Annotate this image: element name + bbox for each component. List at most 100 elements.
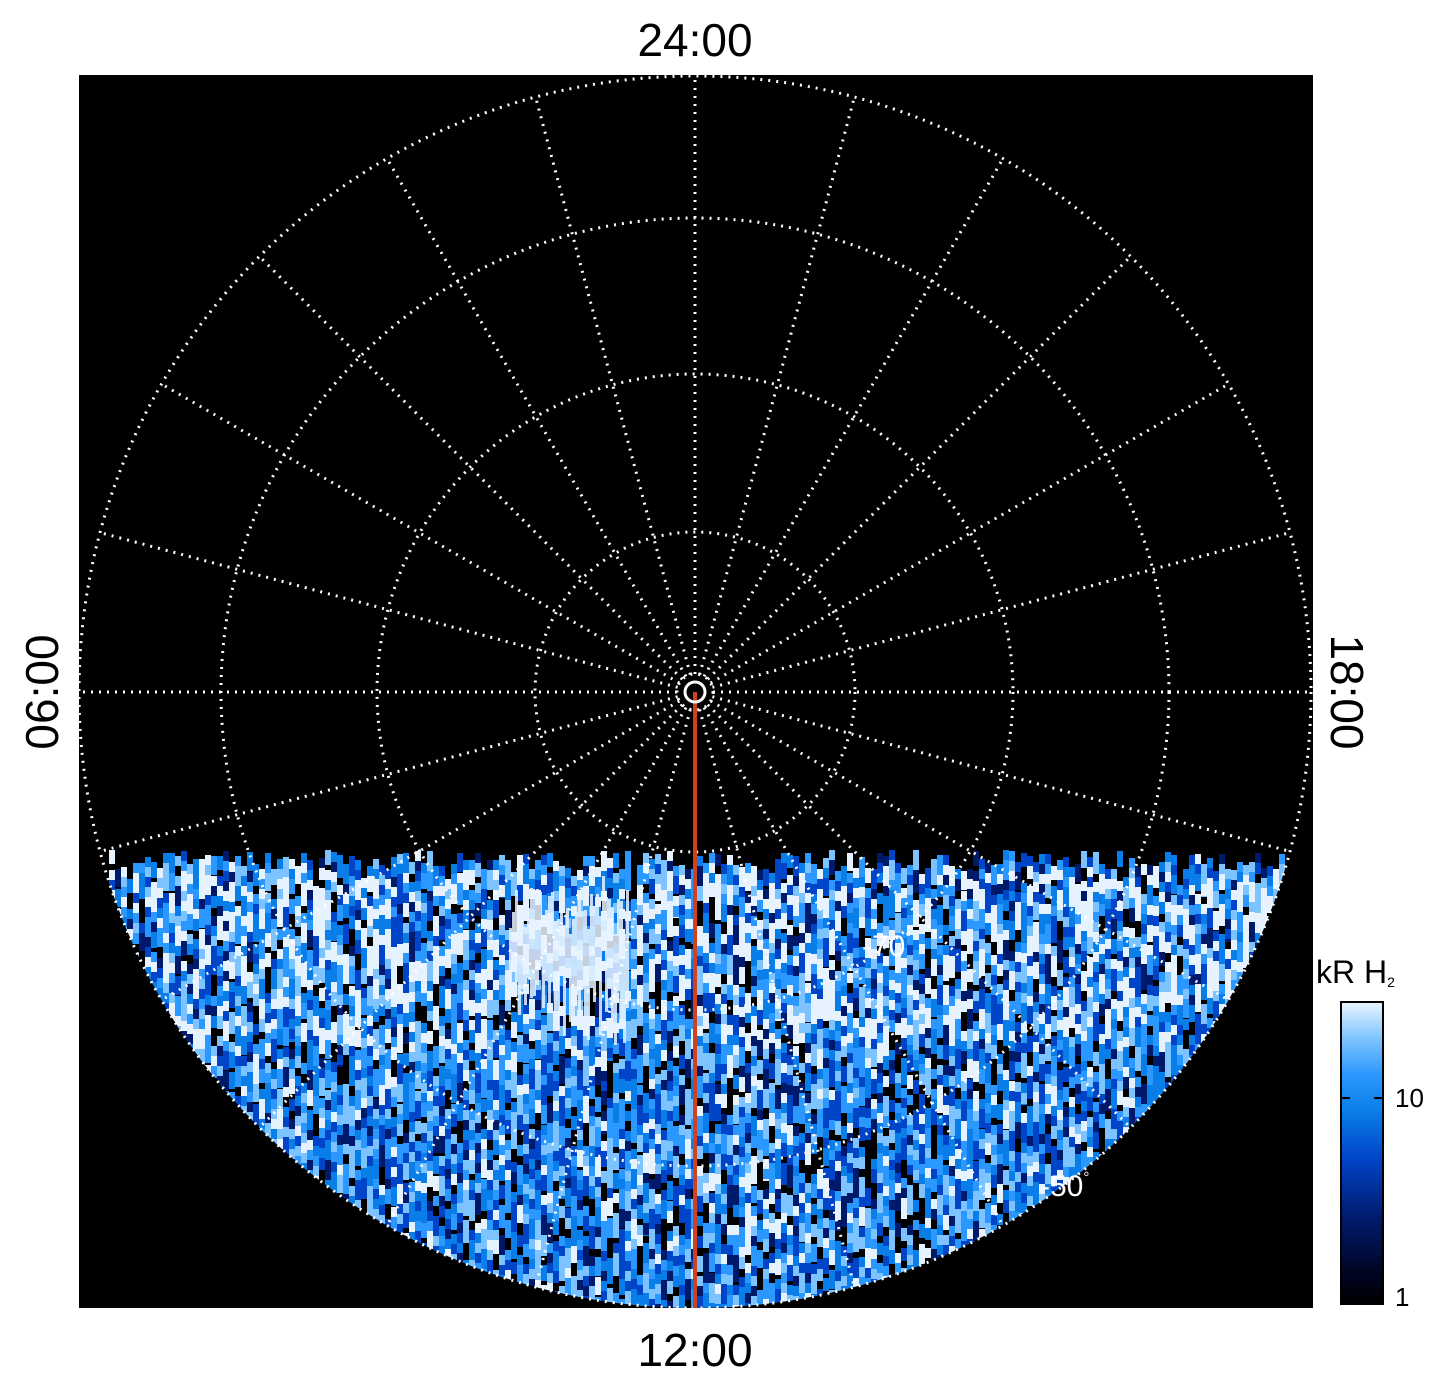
emission-pixel [523, 1114, 529, 1129]
emission-pixel [709, 1153, 715, 1165]
emission-pixel [463, 870, 469, 885]
emission-pixel [853, 1138, 859, 1157]
emission-pixel [343, 1224, 349, 1239]
emission-pixel [817, 1039, 823, 1058]
emission-pixel [253, 1254, 259, 1272]
emission-pixel [631, 1269, 637, 1284]
emission-pixel [127, 1119, 133, 1140]
emission-pixel [607, 1108, 613, 1127]
emission-pixel [355, 860, 361, 879]
emission-pixel [697, 1146, 703, 1159]
emission-pixel [151, 962, 157, 973]
emission-pixel [337, 1105, 343, 1118]
emission-pixel [523, 1074, 529, 1092]
emission-pixel [685, 1129, 691, 1139]
emission-pixel [805, 1273, 811, 1286]
emission-pixel [469, 910, 475, 922]
emission-pixel [553, 901, 559, 912]
emission-pixel [547, 1043, 553, 1062]
emission-pixel [685, 1169, 691, 1186]
emission-pixel [439, 966, 445, 982]
emission-pixel [505, 980, 511, 998]
emission-pixel [835, 1301, 841, 1308]
emission-pixel [877, 1193, 883, 1216]
emission-pixel [733, 1155, 739, 1172]
emission-pixel [523, 1004, 529, 1018]
emission-pixel [871, 1069, 877, 1086]
emission-pixel [565, 1098, 571, 1109]
emission-pixel [181, 1051, 187, 1069]
emission-pixel [301, 1263, 307, 1282]
emission-pixel [199, 959, 205, 970]
emission-pixel [385, 939, 391, 949]
emission-pixel [325, 1010, 331, 1021]
emission-pixel [835, 1221, 841, 1231]
emission-pixel [859, 1287, 865, 1297]
emission-pixel [289, 1199, 295, 1210]
emission-pixel [367, 1196, 373, 1213]
emission-pixel [619, 1139, 625, 1154]
emission-pixel [787, 1305, 793, 1308]
emission-pixel [373, 1069, 379, 1079]
emission-pixel [121, 867, 127, 879]
emission-pixel [763, 1069, 769, 1082]
emission-pixel [523, 1234, 529, 1245]
emission-pixel [613, 1073, 619, 1090]
emission-pixel [925, 1278, 931, 1289]
emission-pixel [805, 1133, 811, 1151]
emission-pixel [895, 863, 901, 875]
emission-pixel [523, 1034, 529, 1051]
emission-pixel [211, 926, 217, 945]
emission-pixel [595, 1067, 601, 1085]
emission-pixel [223, 851, 229, 869]
emission-pixel [769, 1063, 775, 1079]
emission-pixel [235, 1296, 241, 1308]
emission-pixel [799, 953, 805, 974]
emission-pixel [451, 1284, 457, 1296]
emission-pixel [685, 989, 691, 1000]
emission-pixel [517, 1095, 523, 1115]
emission-pixel [337, 905, 343, 921]
emission-pixel [499, 1205, 505, 1228]
emission-pixel [745, 1073, 751, 1092]
emission-pixel [805, 1073, 811, 1091]
emission-pixel [253, 1204, 259, 1217]
emission-pixel [109, 920, 115, 939]
emission-pixel [745, 1233, 751, 1255]
emission-pixel [745, 1013, 751, 1023]
emission-pixel [265, 853, 271, 867]
emission-pixel [397, 1184, 403, 1206]
emission-pixel [391, 1087, 397, 1105]
emission-pixel [265, 1243, 271, 1260]
emission-pixel [643, 1013, 649, 1028]
emission-pixel [499, 855, 505, 866]
emission-pixel [877, 1053, 883, 1067]
emission-pixel [217, 1206, 223, 1221]
emission-pixel [775, 1099, 781, 1118]
emission-pixel [373, 1029, 379, 1039]
emission-pixel [355, 990, 361, 1006]
emission-pixel [853, 1198, 859, 1215]
emission-pixel [433, 1016, 439, 1030]
emission-pixel [367, 1026, 373, 1044]
emission-pixel [391, 927, 397, 943]
emission-pixel [307, 1080, 313, 1092]
emission-pixel [241, 956, 247, 973]
emission-pixel [127, 1229, 133, 1251]
emission-pixel [181, 1221, 187, 1235]
emission-pixel [895, 983, 901, 1000]
emission-pixel [757, 1110, 763, 1127]
emission-pixel [835, 1071, 841, 1090]
emission-pixel [931, 889, 937, 900]
emission-pixel [175, 1286, 181, 1302]
emission-pixel [721, 904, 727, 922]
emission-pixel [859, 1177, 865, 1198]
emission-pixel [217, 886, 223, 897]
emission-pixel [361, 1178, 367, 1195]
emission-pixel [217, 946, 223, 957]
emission-pixel [727, 1265, 733, 1277]
emission-pixel [883, 1016, 889, 1032]
emission-pixel [175, 1206, 181, 1228]
emission-pixel [457, 1053, 463, 1070]
emission-pixel [625, 1011, 631, 1026]
